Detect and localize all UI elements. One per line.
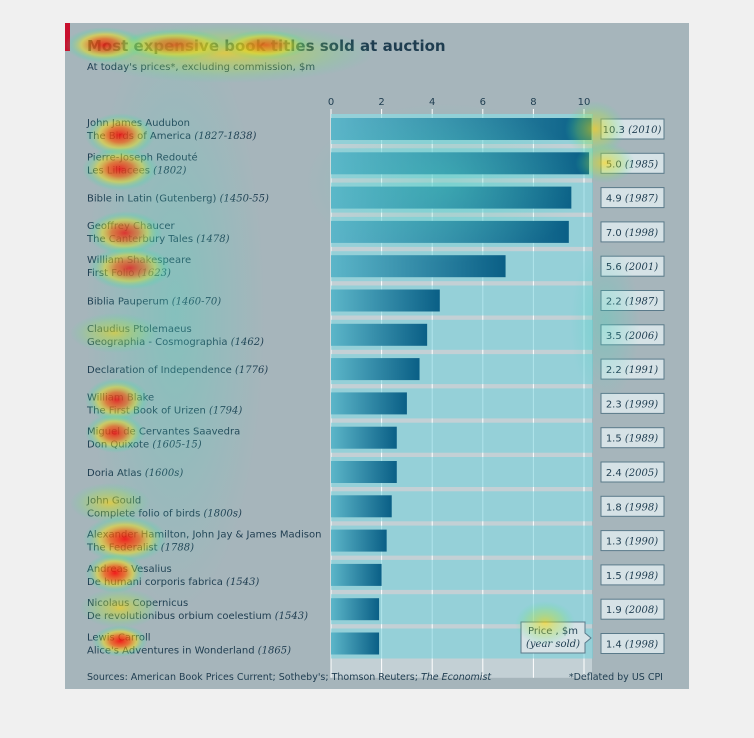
row-title: Biblia Pauperum (1460-70) [87,297,221,308]
row-author: William Shakespeare [87,255,191,266]
row-title: The Canterbury Tales (1478) [86,234,230,245]
legend-line1: Price , $m [528,626,578,637]
price-label: 1.9 (2008) [606,605,658,616]
bar [331,289,440,312]
x-tick-label: 6 [480,97,486,108]
chart-title: Most expensive book titles sold at aucti… [87,37,446,55]
bar [331,220,569,243]
row-author: Claudius Ptolemaeus [87,324,192,335]
price-box [600,461,665,483]
bar [331,529,387,552]
price-label: 2.2 (1991) [606,365,658,376]
row-author: Miguel de Cervantes Saavedra [87,427,240,438]
price-box [600,564,665,586]
row-title: Bible in Latin (Gutenberg) (1450-55) [87,194,269,205]
row-title: Complete folio of birds (1800s) [87,508,242,519]
bar [331,152,590,175]
row-title: Alice's Adventures in Wonderland (1865) [87,646,291,657]
x-tick-label: 8 [530,97,536,108]
price-box [600,598,665,620]
price-label: 2.2 (1987) [606,297,658,308]
row-author: William Blake [87,392,154,403]
x-tick-label: 2 [378,97,384,108]
footnote: *Deflated by US CPI [569,672,663,683]
price-label: 2.3 (1999) [606,399,658,410]
row-title: Declaration of Independence (1776) [87,365,268,376]
row-author: John James Audubon [86,118,190,129]
row-title: The First Book of Urizen (1794) [86,405,242,416]
price-box [600,187,665,209]
row-author: John Gould [86,495,141,506]
bar [331,392,407,415]
x-tick-label: 0 [328,97,334,108]
bar [331,495,392,518]
row-author: Geoffrey Chaucer [87,221,175,232]
row-title: The Federalist (1788) [86,543,194,554]
price-box [600,495,665,517]
price-label: 7.0 (1998) [606,228,658,239]
price-box [600,427,665,449]
price-label: 4.9 (1987) [606,194,658,205]
bar [331,186,572,209]
bar [331,255,506,278]
row-title: Don Quixote (1605-15) [87,440,202,451]
row-author: Nicolaus Copernicus [87,598,188,609]
x-axis-ticks: 0 2 4 6 8 10 [328,97,591,108]
legend-box: Price , $m (year sold) [520,621,592,654]
price-label: 1.5 (1998) [606,571,658,582]
row-title: The Birds of America (1827-1838) [86,131,257,142]
bar [331,118,592,140]
price-label: 1.4 (1998) [606,640,658,651]
row-labels: John James Audubon The Birds of America (… [86,118,321,657]
row-title: Doria Atlas (1600s) [87,468,183,479]
bar [331,358,420,381]
row-title: First Folio (1623) [87,268,171,279]
row-title: De humani corporis fabrica (1543) [87,577,259,588]
price-box [600,530,665,552]
row-title: Les Liliacees (1802) [87,165,187,176]
row-author: Lewis Carroll [87,633,151,644]
price-box [600,633,665,654]
row-author: Alexander Hamilton, John Jay & James Mad… [87,530,321,541]
bar [331,461,397,483]
price-label: 1.3 (1990) [606,537,658,548]
price-label: 5.6 (2001) [606,262,658,273]
bar [331,632,380,655]
bar [331,563,382,586]
bar-chart: Most expensive book titles sold at aucti… [65,23,665,683]
legend-line2: (year sold) [526,639,580,650]
price-label: 3.5 (2006) [606,331,658,342]
row-author: Pierre-Joseph Redouté [87,151,198,163]
price-box [600,221,665,243]
price-label: 10.3 (2010) [603,125,662,136]
chart-subtitle: At today's prices*, excluding commission… [87,62,315,73]
bar [331,426,397,449]
price-label: 1.5 (1989) [606,434,658,445]
row-title: De revolutionibus orbium coelestium (154… [87,611,308,622]
bar [331,598,380,621]
x-tick-label: 10 [578,97,591,108]
economist-red-tab [65,23,70,51]
price-label: 1.8 (1998) [606,502,658,513]
x-tick-label: 4 [429,97,435,108]
price-boxes: 10.3 (2010) 5.0 (1985) 4.9 (1987) 7.0 (1998… [600,118,665,654]
row-title: Geographia - Cosmographia (1462) [87,337,264,348]
bar [331,323,428,346]
row-author: Andreas Vesalius [87,564,172,575]
source-note: Sources: American Book Prices Current; S… [87,672,492,683]
price-label: 5.0 (1985) [606,159,658,170]
price-label: 2.4 (2005) [606,468,658,479]
chart-panel: Most expensive book titles sold at aucti… [65,23,689,689]
